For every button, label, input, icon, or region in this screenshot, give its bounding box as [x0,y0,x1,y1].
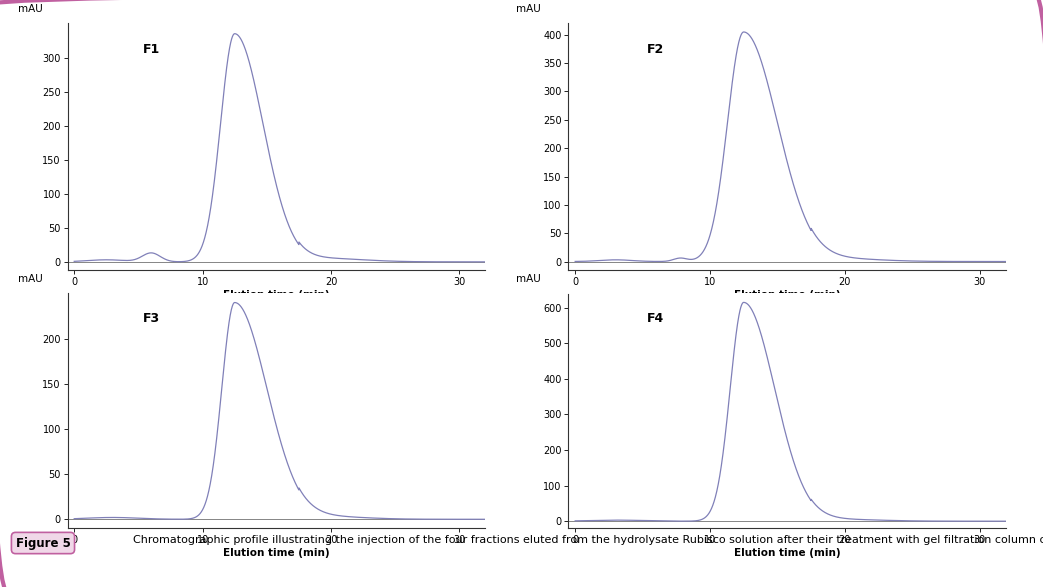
Text: F4: F4 [648,312,664,325]
Text: mAU: mAU [18,274,43,284]
X-axis label: Elution time (min): Elution time (min) [223,548,330,558]
Text: mAU: mAU [516,4,540,14]
X-axis label: Elution time (min): Elution time (min) [223,290,330,300]
Text: F2: F2 [648,43,664,56]
X-axis label: Elution time (min): Elution time (min) [734,548,841,558]
Text: mAU: mAU [516,274,540,284]
Text: F1: F1 [143,43,161,56]
Text: F3: F3 [143,312,160,325]
Text: Chromatographic profile illustrating the injection of the four fractions eluted : Chromatographic profile illustrating the… [134,535,1043,545]
Text: mAU: mAU [18,4,43,14]
X-axis label: Elution time (min): Elution time (min) [734,290,841,300]
Text: Figure 5: Figure 5 [16,537,71,549]
